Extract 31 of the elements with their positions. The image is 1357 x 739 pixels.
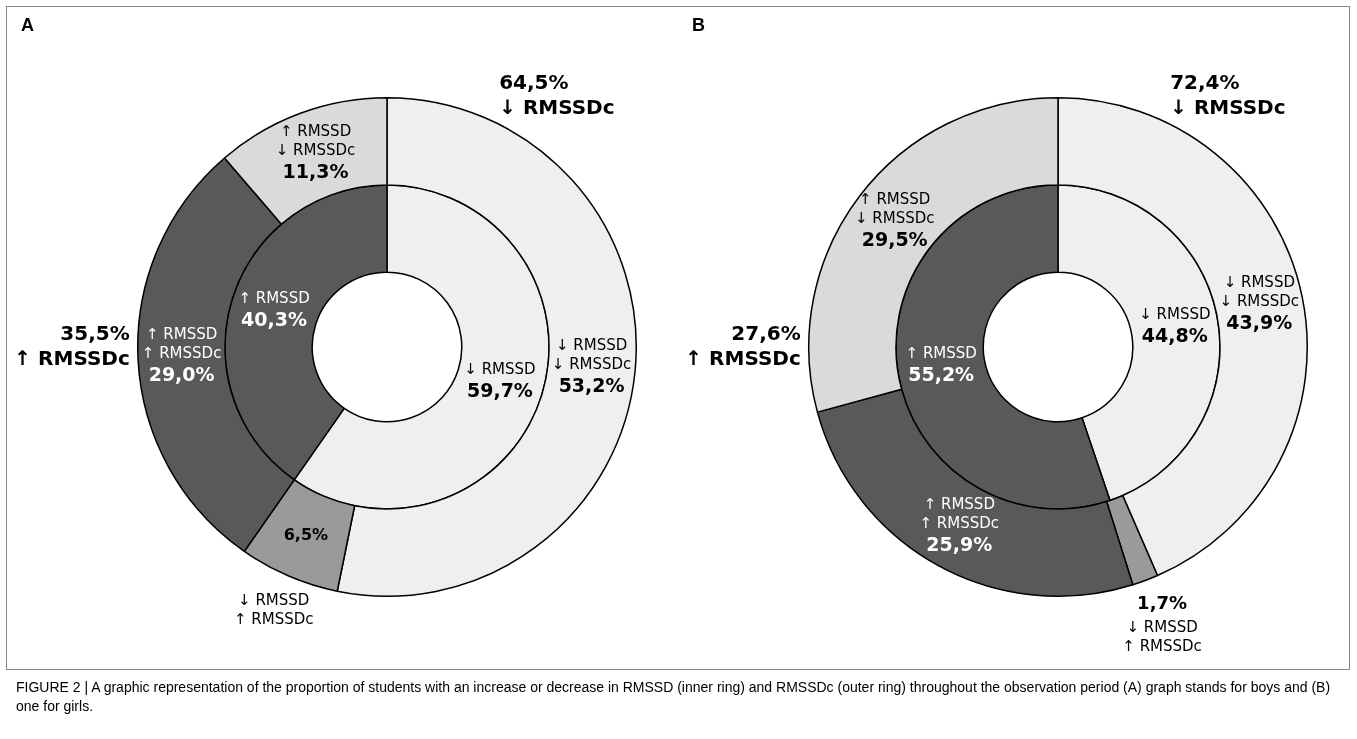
data-label: 11,3% xyxy=(282,160,349,183)
data-label: 59,7% xyxy=(466,378,533,401)
slice-label: ↑ RMSSD ↑ RMSSDc xyxy=(919,495,1000,533)
data-label: 6,5% xyxy=(283,525,329,545)
text: ↓ RMSSD xyxy=(1139,305,1211,324)
data-label: 40,3% xyxy=(241,307,308,330)
slice-label: ↓ RMSSD ↓ RMSSDc xyxy=(551,335,632,373)
data-label: 25,9% xyxy=(926,533,993,556)
data-label: 1,7% xyxy=(1137,591,1188,613)
text: 64,5% ↓ RMSSDc xyxy=(499,69,615,119)
slice-label: ↑ RMSSD ↓ RMSSDc xyxy=(275,122,356,160)
data-label: 55,2% xyxy=(908,362,975,385)
chart-title: B xyxy=(692,15,705,36)
data-label: 43,9% xyxy=(1226,311,1293,334)
data-label: 44,8% xyxy=(1141,324,1208,347)
text: 72,4% ↓ RMSSDc xyxy=(1170,69,1286,119)
slice-label: ↑ RMSSD ↑ RMSSDc xyxy=(141,325,222,363)
slice-label: ↑ RMSSD ↓ RMSSDc xyxy=(854,189,935,227)
data-label: 29,5% xyxy=(861,227,928,250)
slice-label: ↓ RMSSD ↑ RMSSDc xyxy=(233,591,314,629)
text: 27,6% ↑ RMSSDc xyxy=(685,320,801,370)
text: 35,5% ↑ RMSSDc xyxy=(14,320,130,370)
text: ↑ RMSSD xyxy=(905,343,977,362)
slice-label: ↓ RMSSD ↑ RMSSDc xyxy=(1122,617,1202,655)
data-label: 53,2% xyxy=(558,373,625,396)
data-label: 29,0% xyxy=(148,363,215,386)
text: ↑ RMSSD xyxy=(238,288,310,307)
caption: FIGURE 2 | A graphic representation of the proportion of students with an increase or decrease in RMSSD (inner ring) and RMSSDc (outer ring) throughout the observation period (A) graph stands for boys and (B) one for girls. xyxy=(16,678,1332,716)
text: ↓ RMSSD xyxy=(464,359,536,378)
chart-title: A xyxy=(21,15,34,36)
slice-label: ↓ RMSSD ↓ RMSSDc xyxy=(1219,272,1300,310)
